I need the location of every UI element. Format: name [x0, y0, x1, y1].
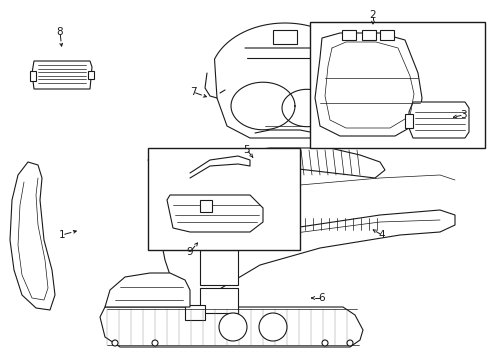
- Bar: [341, 30, 355, 40]
- Bar: [361, 30, 375, 40]
- Circle shape: [219, 313, 246, 341]
- Polygon shape: [105, 273, 190, 307]
- Bar: [200, 250, 238, 285]
- Polygon shape: [214, 23, 355, 138]
- Bar: [148, 148, 299, 250]
- Bar: [88, 71, 94, 79]
- Bar: [309, 22, 484, 148]
- Text: 9: 9: [186, 247, 193, 257]
- Polygon shape: [164, 148, 384, 185]
- Bar: [184, 305, 204, 320]
- Circle shape: [259, 313, 286, 341]
- Bar: [379, 30, 393, 40]
- Bar: [200, 288, 238, 313]
- Polygon shape: [314, 33, 421, 136]
- Text: 8: 8: [57, 27, 63, 37]
- Bar: [272, 30, 296, 44]
- Polygon shape: [100, 307, 362, 347]
- Polygon shape: [155, 183, 454, 318]
- Polygon shape: [408, 102, 468, 138]
- Circle shape: [346, 340, 352, 346]
- Text: 6: 6: [318, 293, 325, 303]
- Polygon shape: [167, 195, 263, 232]
- Bar: [30, 71, 36, 81]
- Text: 4: 4: [378, 230, 385, 240]
- Text: 5: 5: [243, 145, 250, 155]
- Bar: [200, 200, 212, 212]
- Text: 2: 2: [369, 10, 376, 20]
- Bar: [404, 114, 412, 128]
- Circle shape: [321, 340, 327, 346]
- Polygon shape: [10, 162, 55, 310]
- Text: 7: 7: [189, 87, 196, 97]
- Circle shape: [112, 340, 118, 346]
- Text: 3: 3: [459, 110, 466, 120]
- Text: 1: 1: [59, 230, 65, 240]
- Circle shape: [152, 340, 158, 346]
- Polygon shape: [32, 61, 92, 89]
